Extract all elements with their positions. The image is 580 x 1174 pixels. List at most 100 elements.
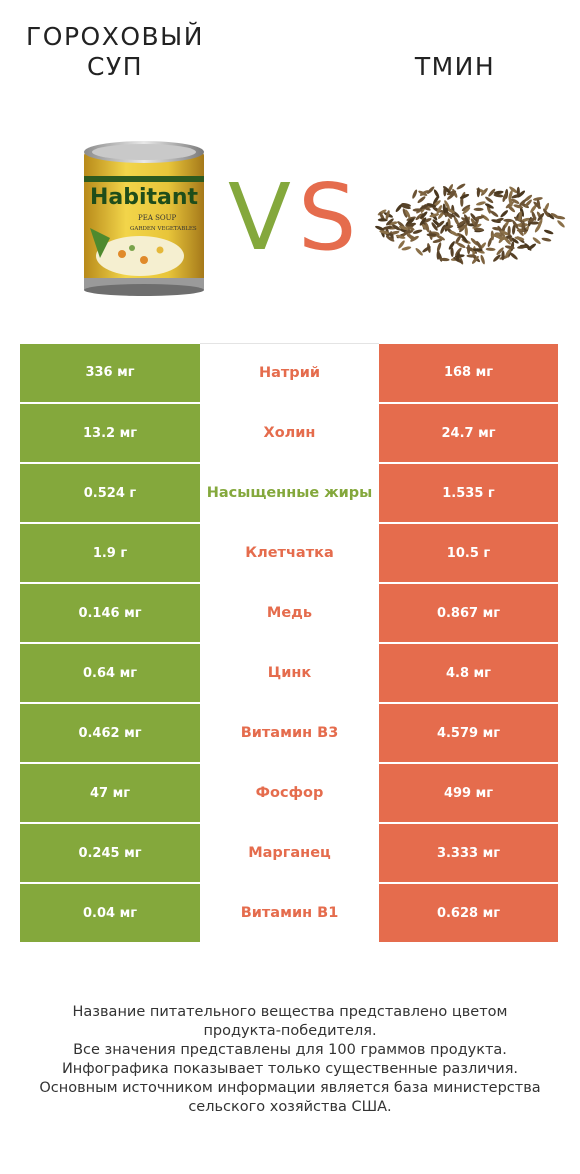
seed [432, 239, 443, 243]
right-value: 168 мг [379, 343, 558, 403]
footer-line: Все значения представлены для 100 граммо… [73, 1042, 507, 1058]
seed [453, 216, 460, 226]
seed [410, 235, 419, 242]
seed [488, 188, 496, 197]
seed [406, 222, 417, 227]
seed [420, 203, 430, 210]
seed [509, 186, 518, 194]
seed [466, 254, 477, 258]
seed [471, 255, 479, 264]
seed [455, 235, 462, 244]
seed [507, 225, 511, 236]
can-brand-text: Habitant [90, 185, 199, 210]
nutrient-name: Марганец [200, 822, 379, 884]
seed [509, 252, 518, 260]
pea-soup-can-image: Habitant PEA SOUP GARDEN VEGETABLES [84, 141, 204, 296]
seed [557, 220, 565, 228]
nutrient-row: 0.64 мг Цинк 4.8 мг [20, 642, 558, 704]
nutrient-row: 1.9 г Клетчатка 10.5 г [20, 522, 558, 584]
seed [436, 205, 443, 214]
left-value: 0.146 мг [20, 583, 200, 643]
seed [436, 249, 440, 260]
footer-line: Инфографика показывает только существенн… [61, 1061, 519, 1077]
seed [501, 250, 505, 261]
seed [462, 207, 471, 215]
seed [491, 232, 502, 237]
seed [446, 190, 457, 196]
seed [514, 236, 525, 241]
seed [426, 186, 435, 194]
seed [492, 227, 502, 231]
seed [543, 229, 554, 235]
seed [512, 224, 516, 235]
seed [472, 223, 482, 229]
seed [518, 211, 522, 222]
seed [541, 237, 552, 242]
seed [422, 246, 431, 253]
seed [436, 234, 446, 241]
right-value: 4.8 мг [379, 643, 558, 703]
seed [459, 194, 470, 199]
seed [518, 199, 527, 207]
seed [385, 235, 395, 242]
seed [456, 242, 466, 249]
nutrient-row: 336 мг Натрий 168 мг [20, 343, 558, 404]
seed [442, 203, 447, 214]
left-value: 13.2 мг [20, 403, 200, 463]
right-value: 10.5 г [379, 523, 558, 583]
seed [385, 210, 390, 220]
left-value: 0.64 мг [20, 643, 200, 703]
seed [504, 245, 515, 250]
left-value: 0.245 мг [20, 823, 200, 883]
seed [484, 203, 494, 209]
seed [476, 201, 486, 206]
seed [444, 200, 450, 210]
right-value: 4.579 мг [379, 703, 558, 763]
seed [401, 246, 412, 251]
nutrient-name: Цинк [200, 642, 379, 704]
seed [473, 217, 480, 228]
seed [443, 186, 447, 197]
seed [461, 204, 471, 211]
seed [496, 247, 504, 256]
seed [419, 211, 428, 219]
nutrient-name: Холин [200, 402, 379, 464]
seed [529, 221, 540, 225]
footer-line: Название питательного вещества представл… [72, 1004, 508, 1020]
seed [405, 225, 415, 231]
nutrient-name: Медь [200, 582, 379, 644]
footer-note: Название питательного вещества представл… [20, 1003, 560, 1117]
seed [530, 204, 537, 213]
seed [480, 254, 485, 265]
left-value: 47 мг [20, 763, 200, 823]
seed [473, 207, 484, 211]
seed [440, 224, 446, 234]
seed [532, 197, 543, 201]
seed [425, 222, 430, 233]
seed [417, 196, 426, 204]
seed [426, 203, 437, 208]
nutrient-name: Натрий [200, 343, 379, 404]
left-value: 0.524 г [20, 463, 200, 523]
seed [398, 240, 405, 249]
seed [448, 241, 455, 250]
seed [460, 196, 464, 207]
seed [517, 245, 528, 249]
seed [433, 189, 440, 199]
left-product-title: ГОРОХОВЫЙ СУП [10, 22, 220, 82]
seed [415, 248, 423, 256]
seed [456, 183, 466, 190]
seed [401, 204, 411, 210]
seed [464, 226, 468, 237]
seed [527, 243, 537, 251]
seed [519, 207, 525, 217]
left-title-line1: ГОРОХОВЫЙ [26, 22, 204, 51]
nutrient-name: Клетчатка [200, 522, 379, 584]
seed [429, 213, 440, 218]
seed [537, 212, 545, 222]
seed [537, 219, 543, 229]
seed [450, 247, 454, 257]
seed [510, 237, 519, 244]
seed [412, 189, 418, 199]
seed [464, 216, 470, 226]
